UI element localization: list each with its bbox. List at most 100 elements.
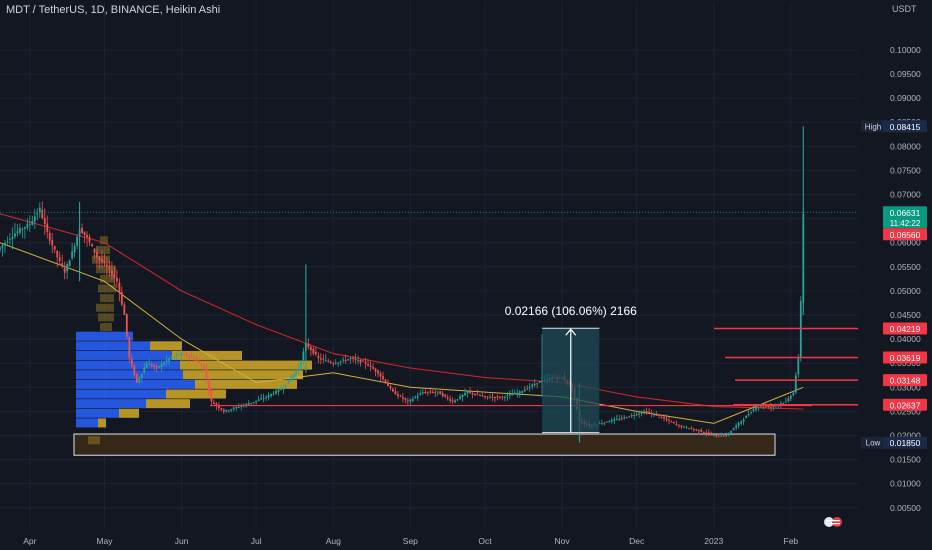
vp-down-bar-6 (166, 389, 226, 399)
candle-body (280, 388, 282, 390)
candle-body (21, 228, 24, 230)
candle-161 (399, 394, 402, 398)
vp-down-bar-5 (195, 379, 297, 389)
vp-up-bar-8 (76, 408, 119, 418)
candle-141 (349, 356, 352, 364)
candle-66 (163, 360, 166, 366)
candle-2 (4, 240, 6, 253)
candle-body (705, 432, 708, 434)
candle-body (377, 370, 379, 374)
candle-body (476, 394, 479, 396)
candle-body (409, 399, 412, 402)
candle-283 (702, 431, 705, 434)
candle-302 (750, 410, 752, 415)
candle-body (670, 421, 673, 423)
candle-93 (230, 408, 233, 413)
candle-body (523, 389, 526, 392)
candle-body (193, 357, 195, 360)
candle-body (742, 419, 745, 422)
y-tick-label-10: 0.05000 (890, 286, 921, 296)
candle-62 (153, 363, 156, 371)
candle-body (28, 223, 31, 225)
level-tag-text-3: 0.02637 (890, 400, 921, 410)
candle-body (103, 262, 106, 264)
candle-body (444, 394, 447, 397)
candle-11 (26, 218, 29, 231)
measure-label[interactable]: 0.02166 (106.06%) 2166 (505, 304, 637, 318)
candle-body (362, 360, 364, 362)
candle-150 (372, 363, 374, 370)
candle-body (215, 403, 218, 406)
candle-body (387, 382, 389, 387)
candle-body (511, 394, 514, 396)
candle-body (58, 257, 61, 261)
candle-318 (789, 394, 792, 402)
candle-body (337, 362, 340, 364)
candle-body (630, 415, 633, 417)
candle-body (513, 392, 516, 395)
candle-body (518, 391, 521, 394)
ma-slow-line (0, 213, 804, 410)
candle-body (230, 409, 233, 411)
candle-body (489, 397, 491, 399)
candle-300 (745, 415, 747, 419)
candle-295 (732, 427, 735, 431)
candle-135 (334, 359, 337, 365)
candle-192 (476, 389, 479, 396)
candle-75 (185, 352, 188, 358)
candle-body (205, 368, 208, 379)
candle-body (175, 354, 178, 356)
candle-body (727, 433, 730, 436)
measure-tool[interactable]: 0.02166 (106.06%) 2166 (505, 304, 637, 434)
candle-body (536, 383, 539, 385)
flag-icon[interactable] (824, 517, 842, 527)
candle-108 (267, 392, 270, 401)
candle-134 (332, 361, 335, 367)
candle-body (645, 410, 648, 413)
candle-70 (173, 355, 175, 360)
candle-77 (190, 352, 193, 358)
y-tick-label-17: 0.01500 (890, 455, 921, 465)
candle-104 (257, 395, 260, 402)
horizontal-levels[interactable] (210, 327, 858, 407)
candle-body (101, 259, 103, 262)
candle-body (655, 414, 658, 416)
candle-258 (640, 410, 643, 417)
candle-body (6, 241, 9, 243)
candle-140 (347, 358, 350, 362)
candle-197 (489, 393, 491, 399)
candle-body (83, 231, 86, 235)
candle-body (71, 251, 74, 259)
candle-60 (148, 358, 151, 365)
candle-body (533, 383, 536, 385)
vp-up-bar-3 (76, 360, 180, 370)
candle-68 (168, 357, 171, 366)
x-tick-label-4: Aug (326, 536, 341, 546)
candle-27 (66, 261, 69, 280)
candle-body (665, 418, 668, 420)
candle-body (198, 360, 200, 363)
candle-body (220, 408, 223, 410)
candle-254 (630, 413, 633, 418)
candle-body (188, 356, 190, 358)
candle-body (496, 396, 499, 398)
candle-8 (18, 223, 21, 236)
level-tag-0 (883, 322, 927, 335)
candle-148 (367, 359, 369, 367)
candle-body (526, 388, 529, 390)
candle-164 (406, 397, 409, 406)
candle-78 (193, 354, 195, 362)
candle-210 (521, 390, 524, 396)
countdown-timer: 11:42:22 (890, 219, 921, 228)
candle-38 (93, 248, 96, 260)
candle-50 (123, 302, 126, 316)
time-axis[interactable]: Apr May Jun Jul Aug Sep Oct Nov Dec 2023 Feb (23, 536, 798, 546)
price-axis[interactable]: 0.100000.095000.090000.085000.080000.075… (858, 0, 932, 550)
candle-271 (673, 421, 675, 425)
candle-body (185, 353, 188, 356)
candle-183 (454, 398, 457, 404)
candle-59 (145, 361, 148, 369)
candle-body (789, 395, 792, 399)
candle-276 (685, 425, 688, 429)
